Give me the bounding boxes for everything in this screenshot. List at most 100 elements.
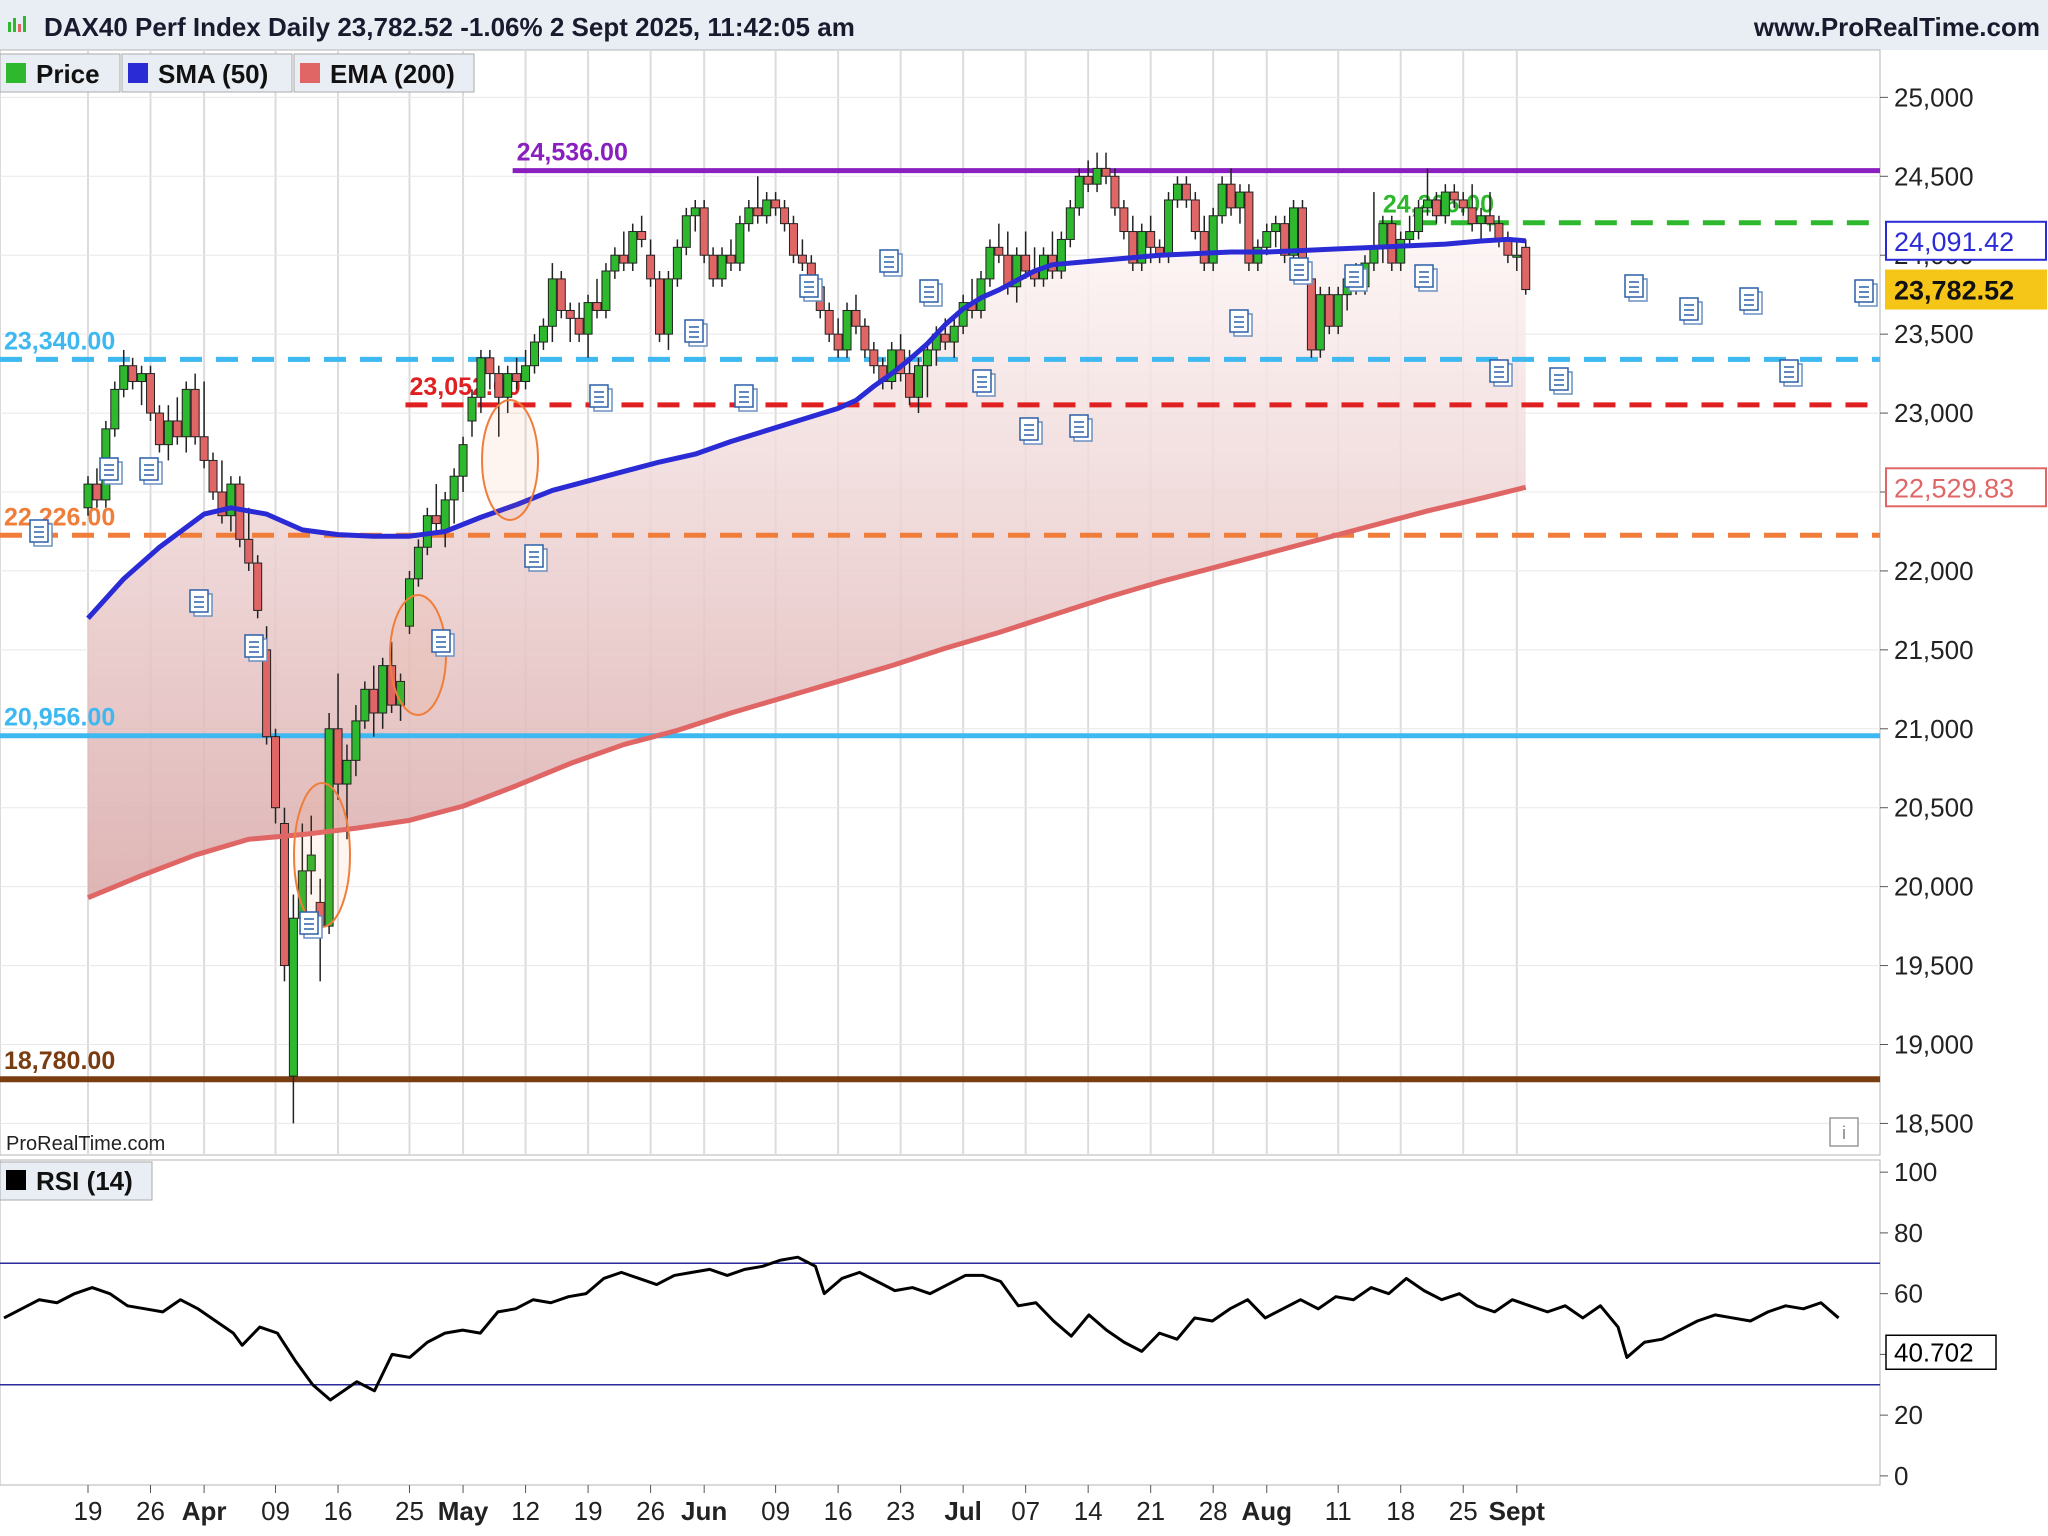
rsi-label: RSI (14)	[36, 1166, 133, 1196]
x-tick-label: Sept	[1489, 1496, 1546, 1526]
info-icon[interactable]: i	[1829, 1117, 1859, 1147]
document-icon	[1069, 414, 1093, 442]
x-tick-label: 18	[1386, 1496, 1415, 1526]
candle-body	[253, 562, 263, 611]
candle-body	[753, 207, 763, 217]
candle-body	[655, 278, 665, 335]
candle-body	[681, 215, 691, 248]
document-icon	[1344, 264, 1368, 292]
x-tick-label: 26	[136, 1496, 165, 1526]
sma-line	[86, 236, 1526, 620]
candle-body	[1110, 175, 1120, 209]
candle-body	[949, 325, 959, 343]
document-icon	[1289, 257, 1313, 285]
legend-swatch	[300, 63, 320, 83]
candle-body	[449, 475, 459, 501]
x-tick-label: Jun	[681, 1496, 727, 1526]
candle-body	[378, 665, 388, 714]
candle-body	[1253, 246, 1263, 264]
candle-body	[1521, 246, 1531, 291]
candle-body	[262, 649, 272, 738]
rsi-tick-label: 0	[1894, 1461, 1908, 1491]
rsi-plot-area	[0, 1159, 1881, 1486]
candle-body	[226, 483, 236, 517]
document-icon	[734, 384, 758, 412]
x-tick-label: 21	[1136, 1496, 1165, 1526]
candle-body	[1137, 231, 1147, 264]
candle-body	[547, 278, 557, 327]
price-tick-label: 20,500	[1894, 793, 1974, 823]
candle-body	[1146, 231, 1156, 248]
candle-body	[1262, 231, 1272, 248]
candle-body	[797, 254, 807, 264]
x-tick-label: 12	[511, 1496, 540, 1526]
document-icon	[431, 629, 455, 657]
candle-body	[663, 278, 673, 335]
level-label-18780: 18,780.00	[4, 1047, 115, 1075]
candle-body	[360, 688, 370, 722]
candle-body	[1414, 207, 1424, 233]
header-site[interactable]: www.ProRealTime.com	[1753, 12, 2040, 42]
logo-icon	[8, 16, 26, 32]
x-tick-label: 19	[574, 1496, 603, 1526]
document-icon	[29, 519, 53, 547]
rsi-tick-label: 20	[1894, 1400, 1923, 1430]
document-icon	[244, 634, 268, 662]
x-tick-label: 16	[324, 1496, 353, 1526]
candle-body	[208, 459, 218, 493]
candle-body	[788, 223, 798, 256]
candle-body	[922, 349, 932, 367]
candle-body	[199, 436, 209, 461]
candle-body	[1074, 175, 1084, 209]
candle-body	[565, 309, 575, 319]
price-tag-box	[1885, 220, 2047, 261]
candle-body	[369, 688, 379, 714]
candle-body	[1387, 223, 1397, 264]
candle-body	[994, 246, 1004, 256]
candle-body	[574, 317, 584, 335]
candle-body	[619, 254, 629, 264]
candle-body	[717, 254, 727, 280]
candle-body	[1083, 175, 1093, 185]
level-label-22226: 22,226.00	[4, 503, 115, 531]
candle-body	[494, 373, 504, 398]
rsi-value-box	[1885, 1334, 1997, 1371]
candle-body	[628, 231, 638, 264]
price-tick-label: 19,500	[1894, 951, 1974, 981]
candle-body	[1235, 191, 1245, 209]
candle-body	[1092, 167, 1102, 185]
document-icon	[139, 457, 163, 485]
candle-body	[271, 736, 281, 809]
candle-body	[842, 309, 852, 351]
candle-body	[860, 325, 870, 351]
candle-body	[1378, 223, 1388, 248]
candle-body	[1021, 254, 1031, 272]
candle-body	[1181, 183, 1191, 201]
legend-swatch	[128, 63, 148, 83]
candle-body	[940, 333, 950, 343]
candle-body	[1289, 207, 1299, 256]
price-tick-label: 21,000	[1894, 714, 1974, 744]
document-icon	[799, 274, 823, 302]
document-icon	[189, 589, 213, 617]
candle-body	[530, 341, 539, 367]
candle-body	[833, 333, 843, 351]
candle-body	[163, 420, 173, 446]
document-icon	[972, 369, 996, 397]
x-tick-label: Apr	[182, 1496, 227, 1526]
candle-body	[279, 823, 289, 967]
document-icon	[1624, 274, 1648, 302]
price-tick-label: 20,000	[1894, 872, 1974, 902]
candle-body	[413, 546, 423, 580]
candle-body	[610, 254, 620, 272]
level-label-23340: 23,340.00	[4, 327, 115, 355]
rsi-tick-label: 60	[1894, 1279, 1923, 1309]
annotation-ellipse	[481, 399, 539, 521]
candle-body	[503, 373, 513, 398]
candle-body	[744, 207, 754, 225]
price-tick-label: 19,000	[1894, 1030, 1974, 1060]
candle-body	[467, 396, 477, 422]
document-icon	[1229, 309, 1253, 337]
candle-body	[985, 246, 995, 280]
